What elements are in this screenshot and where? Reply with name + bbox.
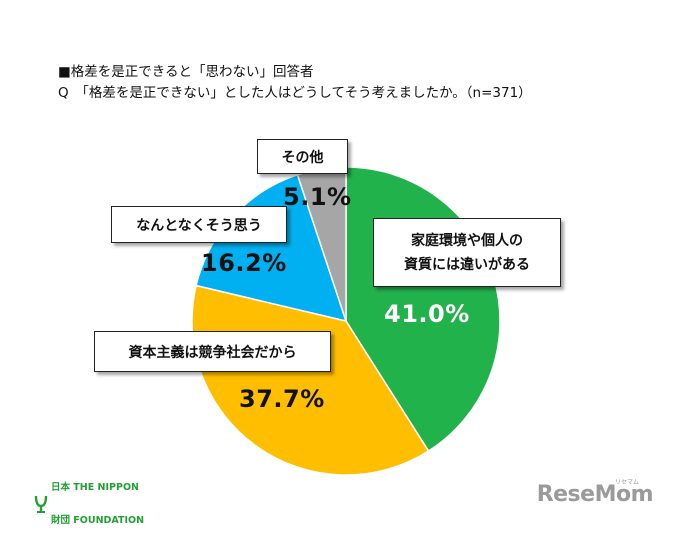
slice-value-0: 41.0%	[384, 300, 470, 328]
slice-value-2: 16.2%	[201, 249, 287, 277]
logo-line-2: 財団 FOUNDATION	[51, 515, 145, 526]
callout-slice-2: なんとなくそう思う	[111, 206, 287, 243]
watermark-small: リセマム	[614, 479, 639, 486]
pie-chart	[191, 166, 501, 476]
callout-slice-0: 家庭環境や個人の 資質には違いがある	[373, 218, 561, 287]
chart-question: Q 「格差を是正できない」とした人はどうしてそう考えましたか。（n=371）	[58, 85, 532, 101]
resemom-watermark: ReseMom	[536, 482, 654, 507]
nippon-foundation-logo: 日本 THE NIPPON 財団 FOUNDATION	[34, 460, 144, 548]
slice-label-line: なんとなくそう思う	[136, 217, 262, 234]
slice-value-3: 5.1%	[283, 183, 352, 211]
callout-slice-1: 資本主義は競争社会だから	[94, 331, 331, 372]
slice-label-line: 家庭環境や個人の	[411, 232, 523, 249]
chart-header: ■格差を是正できると「思わない」回答者 Q 「格差を是正できない」とした人はどう…	[58, 62, 532, 104]
logo-line-1: 日本 THE NIPPON	[51, 482, 139, 493]
slice-label-line: 資本主義は競争社会だから	[128, 344, 297, 361]
chart-title: ■格差を是正できると「思わない」回答者	[58, 64, 314, 80]
slice-label-line: 資質には違いがある	[404, 256, 530, 273]
slice-value-1: 37.7%	[239, 385, 325, 413]
slice-label-line: その他	[281, 149, 324, 166]
foundation-logo-icon	[34, 495, 48, 513]
callout-slice-3: その他	[257, 139, 348, 174]
